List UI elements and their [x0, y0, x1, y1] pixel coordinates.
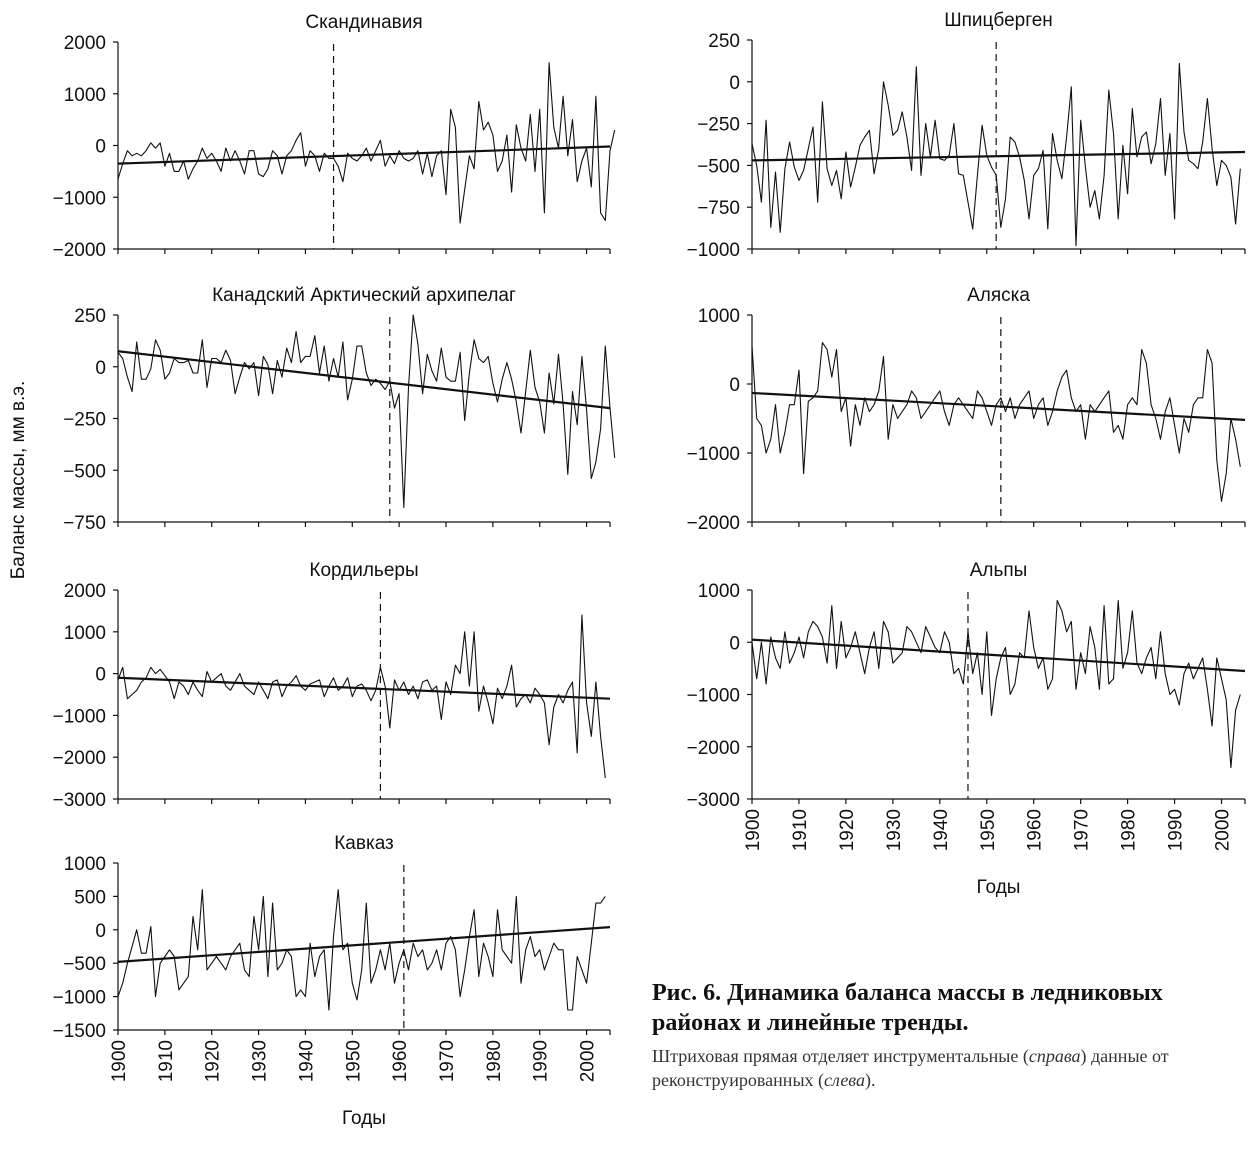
caption-note-emphasis: слева	[824, 1070, 865, 1090]
y-tick-label: −1500	[53, 1021, 106, 1042]
y-tick-label: −3000	[53, 790, 106, 811]
y-tick-label: 0	[95, 921, 106, 942]
panel-title: Кавказ	[334, 833, 394, 854]
chart-panel: Скандинавия 2000 1000 0 −1000 −2000	[53, 12, 616, 261]
x-tick-label: 1900	[743, 809, 764, 851]
trend-line	[117, 350, 611, 410]
x-tick-label: 2000	[1213, 809, 1234, 851]
series-line	[117, 614, 606, 779]
panel-title: Канадский Арктический архипелаг	[212, 285, 516, 306]
y-tick-label: 1000	[698, 306, 740, 327]
y-tick-label: 250	[708, 31, 740, 52]
series-line	[751, 342, 1241, 502]
y-axis-label: Баланс массы, мм в.э.	[8, 381, 29, 580]
x-tick-label: 2000	[578, 1040, 599, 1082]
panel-title: Альпы	[970, 560, 1028, 581]
y-tick-label: 0	[95, 137, 106, 158]
caption-note-emphasis: справа	[1028, 1046, 1081, 1066]
x-tick-label: 1920	[203, 1040, 224, 1082]
y-tick-label: 500	[74, 887, 106, 908]
x-tick-label: 1940	[296, 1040, 317, 1082]
y-tick-label: −3000	[687, 790, 740, 811]
y-tick-label: −1000	[53, 188, 106, 209]
y-tick-label: −1000	[687, 686, 740, 707]
y-tick-label: −1000	[53, 706, 106, 727]
panel-title: Скандинавия	[305, 12, 422, 33]
y-tick-label: −250	[63, 410, 106, 431]
y-tick-label: −500	[63, 461, 106, 482]
y-tick-label: 0	[729, 73, 740, 94]
y-tick-label: 1000	[64, 85, 106, 106]
x-tick-label: 1930	[250, 1040, 271, 1082]
y-tick-label: 0	[729, 375, 740, 396]
y-tick-label: −2000	[687, 513, 740, 534]
x-tick-label: 1990	[531, 1040, 552, 1082]
trend-line	[751, 391, 1246, 421]
x-tick-label: 1920	[837, 809, 858, 851]
y-tick-label: −2000	[53, 748, 106, 769]
x-tick-label: 1910	[156, 1040, 177, 1082]
y-tick-label: 1000	[64, 623, 106, 644]
y-tick-label: −750	[697, 198, 740, 219]
chart-panel: Кордильеры 2000 1000 0 −1000 −2000 −3000	[53, 560, 611, 811]
x-tick-label: 1980	[1119, 809, 1140, 851]
y-tick-label: 250	[74, 306, 106, 327]
y-tick-label: −250	[697, 115, 740, 136]
x-tick-label: 1970	[1072, 809, 1093, 851]
y-tick-label: 1000	[698, 581, 740, 602]
trend-line	[117, 676, 611, 700]
chart-panel: Аляска 1000 0 −1000 −2000	[687, 285, 1246, 534]
x-tick-label: 1990	[1166, 809, 1187, 851]
x-tick-label: 1910	[790, 809, 811, 851]
y-tick-label: 2000	[64, 33, 106, 54]
y-tick-label: −500	[697, 156, 740, 177]
series-line	[117, 62, 616, 224]
caption-note: Штриховая прямая отделяет инструментальн…	[652, 1044, 1252, 1092]
x-tick-label: 1960	[1025, 809, 1046, 851]
trend-line	[751, 638, 1246, 673]
y-tick-label: −1000	[687, 444, 740, 465]
trend-line	[117, 145, 611, 165]
x-axis-label: Годы	[342, 1108, 386, 1129]
y-tick-label: −1000	[53, 988, 106, 1009]
trend-line	[751, 150, 1246, 162]
x-tick-label: 1950	[978, 809, 999, 851]
x-tick-label: 1940	[931, 809, 952, 851]
x-tick-label: 1980	[484, 1040, 505, 1082]
series-line	[751, 599, 1241, 769]
series-line	[751, 62, 1241, 247]
panel-title: Аляска	[967, 285, 1030, 306]
x-axis-label: Годы	[977, 877, 1021, 898]
series-line	[117, 314, 616, 509]
series-line	[117, 889, 606, 1011]
chart-panel: Шпицберген 250 0 −250 −500 −750 −1000	[687, 10, 1246, 261]
panel-title: Шпицберген	[944, 10, 1053, 31]
y-tick-label: 2000	[64, 581, 106, 602]
caption-note-part: Штриховая прямая отделяет инструментальн…	[652, 1046, 1029, 1066]
caption-note-part: ).	[865, 1070, 876, 1090]
y-tick-label: 0	[95, 358, 106, 379]
trend-line	[117, 926, 611, 963]
panel-title: Кордильеры	[309, 560, 418, 581]
y-tick-label: −500	[63, 954, 106, 975]
y-tick-label: 1000	[64, 854, 106, 875]
x-tick-label: 1930	[884, 809, 905, 851]
y-tick-label: −2000	[53, 240, 106, 261]
caption-note-part: ) данные от реконструированных (	[652, 1046, 1169, 1090]
x-tick-label: 1960	[390, 1040, 411, 1082]
y-tick-label: 0	[95, 665, 106, 686]
x-tick-label: 1900	[109, 1040, 130, 1082]
y-tick-label: −750	[63, 513, 106, 534]
x-tick-label: 1950	[343, 1040, 364, 1082]
x-tick-label: 1970	[437, 1040, 458, 1082]
y-tick-label: −2000	[687, 738, 740, 759]
chart-panel: Канадский Арктический архипелаг 250 0 −250 −…	[63, 285, 616, 534]
caption-title: Рис. 6. Динамика баланса массы в леднико…	[652, 980, 1163, 1036]
y-tick-label: −1000	[687, 240, 740, 261]
y-tick-label: 0	[729, 633, 740, 654]
